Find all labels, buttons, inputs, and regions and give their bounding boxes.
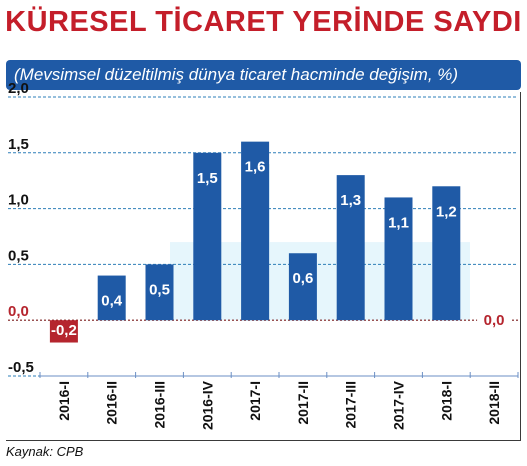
bar-value-label: 1,6 — [245, 159, 266, 176]
x-tick-label: 2016-II — [104, 381, 120, 425]
bar — [432, 186, 461, 321]
chart-subtitle: (Mevsimsel düzeltilmiş dünya ticaret hac… — [6, 60, 521, 90]
bar-value-label: 1,3 — [340, 192, 361, 209]
bar — [145, 264, 174, 321]
x-tick-label: 2016-I — [56, 381, 72, 421]
x-tick-label: 2016-IV — [199, 380, 215, 430]
bar-value-label: 0,6 — [292, 270, 313, 287]
y-tick-label: -0,5 — [8, 359, 34, 376]
bar — [49, 320, 78, 343]
x-tick-label: 2017-IV — [391, 380, 407, 430]
bar — [241, 141, 270, 321]
bar — [336, 175, 365, 321]
bar-value-label: 1,5 — [197, 170, 218, 187]
bar — [288, 253, 317, 321]
bar-value-label: 0,5 — [149, 281, 170, 298]
bar — [384, 197, 413, 321]
x-tick-label: 2017-III — [343, 381, 359, 428]
bar-value-label: 0,4 — [101, 293, 123, 310]
chart-title: KÜRESEL TİCARET YERİNDE SAYDI — [5, 6, 522, 38]
x-tick-label: 2016-III — [152, 381, 168, 428]
x-tick-label: 2018-II — [486, 381, 502, 425]
y-tick-label: 2,0 — [8, 80, 29, 97]
x-tick-label: 2018-I — [438, 381, 454, 421]
bottom-divider — [6, 440, 521, 441]
value-label-bg — [477, 310, 512, 329]
y-tick-label: 0,0 — [8, 303, 29, 320]
x-tick-label: 2017-II — [295, 381, 311, 425]
bar-value-label: 1,1 — [388, 214, 409, 231]
x-tick-label: 2017-I — [247, 381, 263, 421]
bar-value-label: 1,2 — [436, 203, 457, 220]
y-tick-label: 1,0 — [8, 192, 29, 209]
bar — [193, 152, 222, 321]
source-note: Kaynak: CPB — [6, 444, 84, 459]
right-border — [520, 92, 521, 440]
bar — [97, 275, 126, 321]
bar-value-label: -0,2 — [51, 322, 77, 339]
y-tick-label: 1,5 — [8, 136, 29, 153]
y-tick-label: 0,5 — [8, 247, 29, 264]
bar-value-label: 0,0 — [484, 312, 505, 329]
